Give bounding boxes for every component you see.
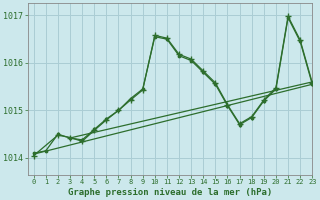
X-axis label: Graphe pression niveau de la mer (hPa): Graphe pression niveau de la mer (hPa) <box>68 188 272 197</box>
